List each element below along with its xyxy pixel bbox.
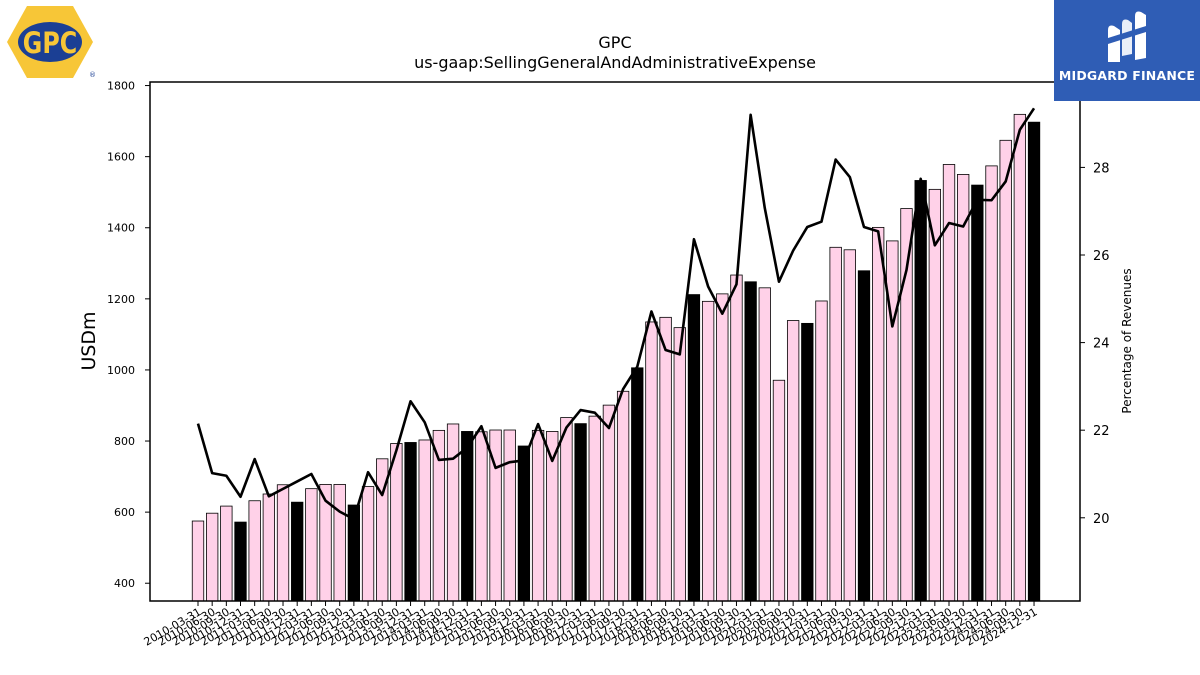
publisher-name: MIDGARD FINANCE xyxy=(1058,68,1196,83)
bar xyxy=(276,484,290,602)
bar xyxy=(248,500,261,602)
bar xyxy=(191,520,205,602)
bar xyxy=(404,442,417,602)
y-tick-label: 1400 xyxy=(107,222,135,235)
y-tick-label: 600 xyxy=(114,506,135,519)
bar xyxy=(673,327,686,602)
bar xyxy=(418,439,431,602)
bar xyxy=(333,483,346,602)
bar xyxy=(220,505,233,602)
y-tick-label: 1000 xyxy=(107,364,135,377)
bar xyxy=(234,521,247,602)
bar xyxy=(206,512,219,602)
y2-tick-label: 28 xyxy=(1093,161,1110,176)
y-tick-label: 1800 xyxy=(107,80,135,93)
publisher-badge: MIDGARD FINANCE xyxy=(1054,0,1200,101)
y-axis-label: USDm xyxy=(78,311,100,370)
bar xyxy=(291,501,304,602)
bar xyxy=(914,180,927,602)
percentage-line xyxy=(196,107,1036,521)
bar xyxy=(503,429,516,602)
y2-tick-label: 20 xyxy=(1093,512,1110,527)
bar xyxy=(786,320,800,602)
plot-frame xyxy=(149,81,1081,602)
publisher-logo-icon xyxy=(1108,11,1146,62)
bar xyxy=(957,174,970,602)
bar xyxy=(361,486,375,602)
y2-tick-label: 24 xyxy=(1093,337,1110,352)
bar xyxy=(475,431,488,602)
bar xyxy=(801,322,814,602)
bar xyxy=(758,287,771,602)
chart-title: GPC xyxy=(598,33,631,52)
line-series xyxy=(196,107,1036,521)
bar xyxy=(857,270,871,602)
bar xyxy=(645,321,658,602)
y-axis-left: 400 600 800 1000 1200 1400 1600 1800 xyxy=(107,80,150,590)
bar xyxy=(971,184,984,602)
bar xyxy=(999,139,1012,602)
bar xyxy=(872,226,885,602)
x-axis: 2010-03-312010-06-302010-09-302010-12-31… xyxy=(142,601,1040,649)
y2-tick-label: 26 xyxy=(1093,249,1110,264)
bar xyxy=(305,488,318,602)
registered-mark: ® xyxy=(89,71,95,79)
bar xyxy=(574,423,587,602)
y-tick-label: 1200 xyxy=(107,293,135,306)
company-logo: GPC ® xyxy=(5,4,96,80)
bar xyxy=(928,188,941,602)
bar xyxy=(588,415,601,602)
bar xyxy=(687,294,701,602)
bar xyxy=(461,431,474,602)
bar xyxy=(815,300,828,602)
bar xyxy=(1027,121,1041,602)
y-tick-label: 400 xyxy=(114,577,135,590)
bar xyxy=(546,431,559,602)
bar xyxy=(829,246,842,602)
bar xyxy=(616,390,630,602)
company-logo-text: GPC xyxy=(23,27,77,61)
bar xyxy=(659,316,672,602)
y-tick-label: 800 xyxy=(114,435,135,448)
bar xyxy=(517,445,531,602)
bar xyxy=(1013,113,1027,602)
bar xyxy=(631,367,644,602)
bar xyxy=(716,293,729,602)
y2-tick-label: 22 xyxy=(1093,424,1110,439)
bar xyxy=(602,404,616,602)
bar xyxy=(432,429,446,602)
bar xyxy=(772,379,786,602)
bar xyxy=(843,249,856,602)
bar xyxy=(985,165,998,602)
bar xyxy=(262,493,276,602)
bar xyxy=(446,423,460,602)
company-logo-icon: GPC ® xyxy=(7,6,96,79)
bar-series xyxy=(191,113,1041,602)
bar xyxy=(730,274,743,602)
bar xyxy=(744,281,757,602)
y-axis-right: 20 22 24 26 28 xyxy=(1080,161,1110,527)
bar xyxy=(701,300,715,602)
chart-subtitle: us-gaap:SellingGeneralAndAdministrativeE… xyxy=(414,53,816,72)
bar xyxy=(560,417,573,602)
y-tick-label: 1600 xyxy=(107,151,135,164)
bar xyxy=(531,429,545,602)
y2-axis-label: Percentage of Revenues xyxy=(1120,268,1134,413)
